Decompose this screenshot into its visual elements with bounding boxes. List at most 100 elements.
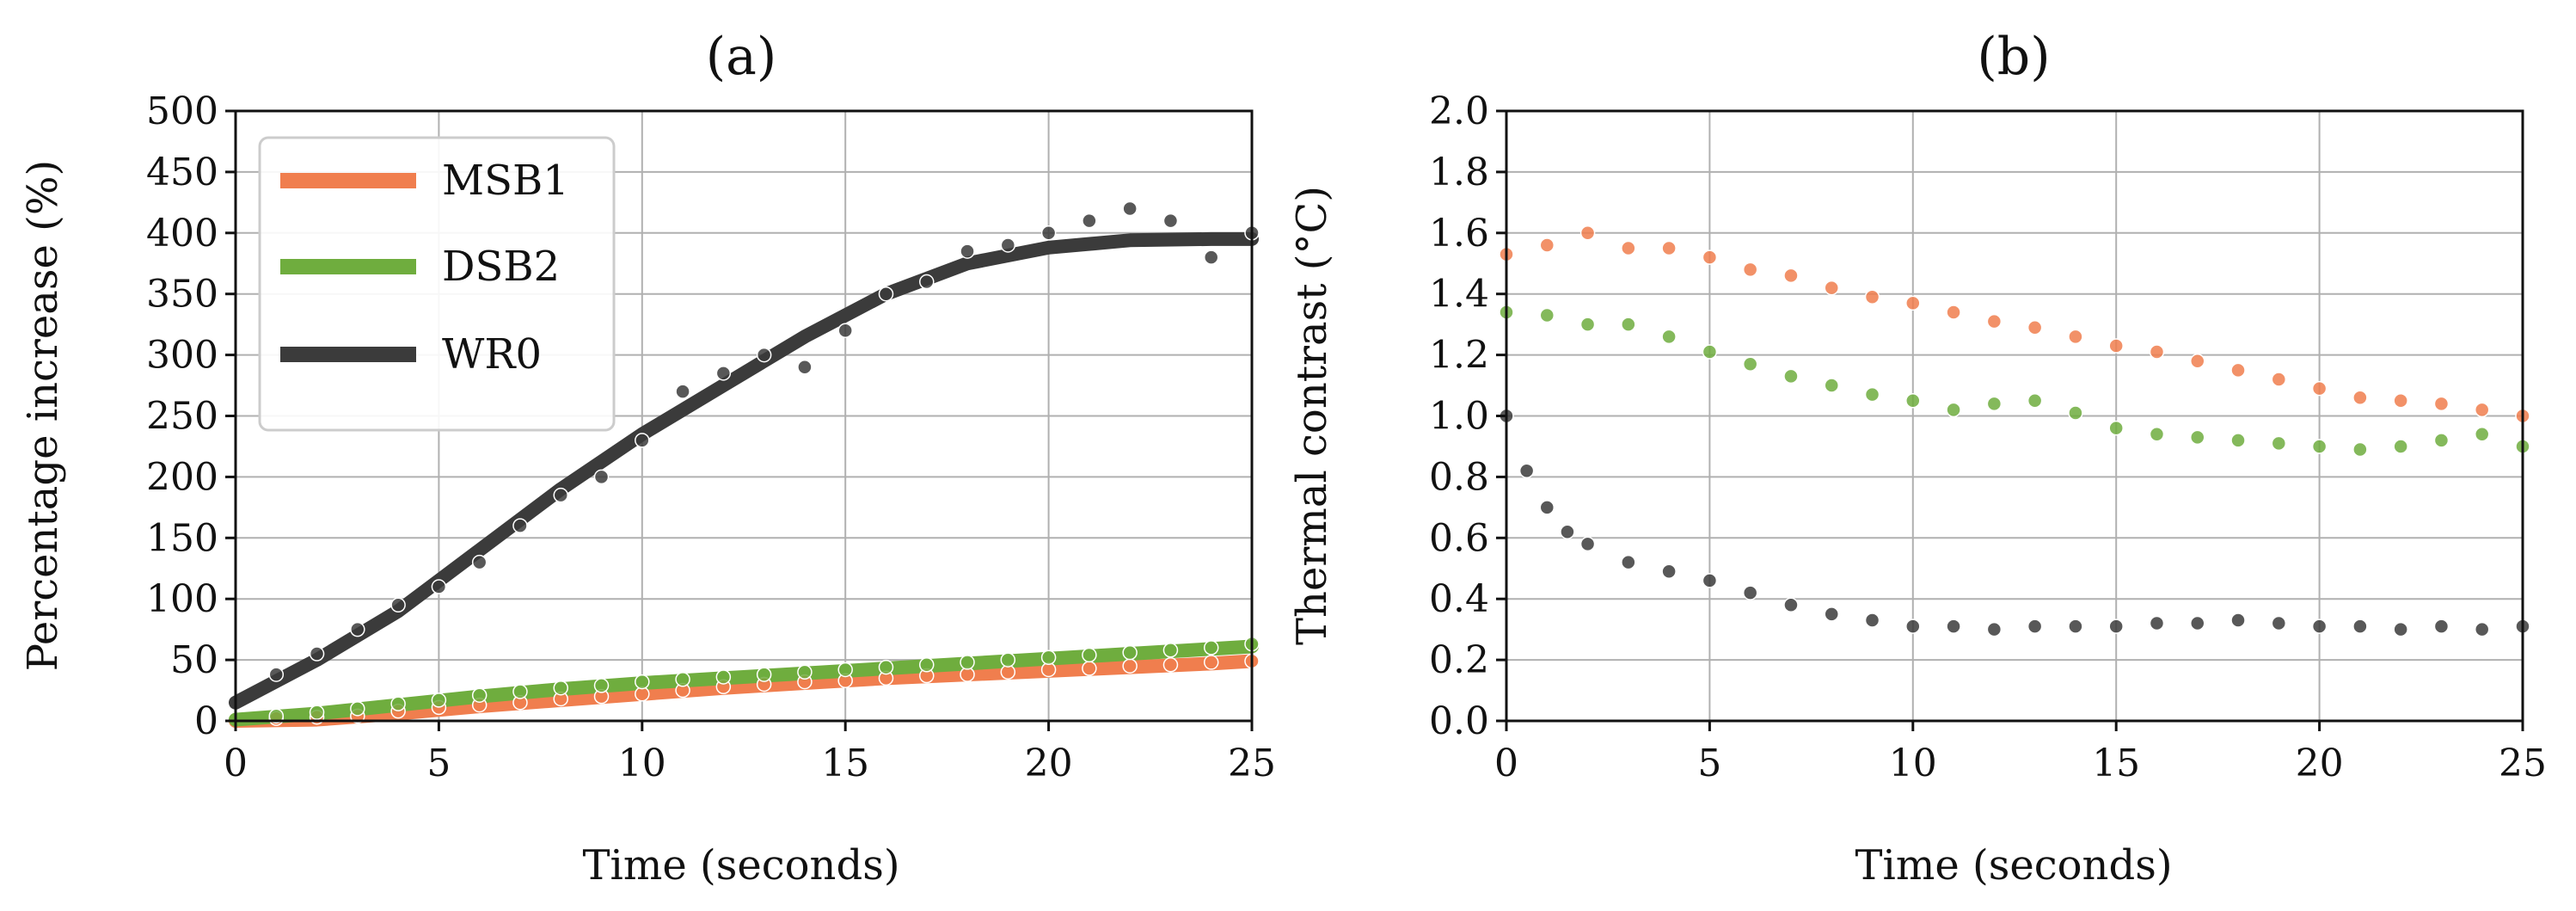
panel-a-y-tick-label: 350 (146, 273, 218, 317)
panel-b-point-wr0 (1783, 597, 1799, 613)
panel-a-y-tick-label: 450 (146, 151, 218, 194)
panel-b-y-ticks: 0.0 0.2 0.4 0.6 0.8 1.0 1.2 1.4 1.6 1.8 2.0 (1429, 89, 1506, 743)
panel-a-x-label: Time (seconds) (582, 841, 899, 889)
panel-b-point-dsb2 (2271, 435, 2287, 452)
panel-b-point-dsb2 (2149, 427, 2165, 442)
panel-b-x-tick-label: 5 (1697, 742, 1721, 785)
panel-a-point-wr0 (1000, 237, 1016, 253)
panel-b-point-dsb2 (1579, 317, 1596, 332)
panel-b-point-wr0 (1621, 554, 1636, 570)
panel-b-point-msb1 (1783, 268, 1799, 284)
panel-b-y-tick-label: 1.8 (1429, 151, 1489, 194)
panel-a-point-dsb2 (837, 662, 853, 678)
panel-a-point-dsb2 (512, 684, 528, 699)
panel-a-point-dsb2 (797, 664, 813, 680)
panel-b-point-msb1 (2230, 362, 2246, 379)
panel-a-x-tick-label: 15 (821, 742, 869, 785)
panel-a-y-tick-label: 500 (146, 89, 218, 133)
panel-b-point-dsb2 (1864, 386, 1880, 403)
panel-b-point-wr0 (1946, 619, 1961, 634)
panel-b-point-dsb2 (1742, 356, 1758, 372)
panel-a-point-dsb2 (593, 678, 610, 693)
panel-a-point-dsb2 (635, 674, 650, 690)
panel-b-y-tick-label: 0.2 (1429, 638, 1489, 682)
panel-b-point-msb1 (2271, 372, 2287, 387)
panel-b-point-msb1 (2352, 390, 2368, 405)
panel-a-point-wr0 (553, 487, 568, 503)
panel-a-point-wr0 (350, 621, 365, 637)
legend-label-msb1: MSB1 (442, 157, 569, 205)
panel-b-point-dsb2 (2230, 433, 2246, 448)
panel-b-point-wr0 (1518, 463, 1535, 479)
panel-a-x-ticks: 0 5 10 15 20 25 (224, 721, 1276, 785)
panel-a-point-msb1 (1122, 658, 1138, 674)
panel-a: (a) 0 5 10 15 20 25 0 50 100 150 200 250 300 350 400 4… (19, 27, 1276, 889)
panel-a-point-dsb2 (309, 705, 325, 720)
panel-b-point-msb1 (2027, 319, 2043, 335)
panel-a-point-dsb2 (919, 657, 935, 673)
panel-b-point-wr0 (1661, 563, 1677, 580)
panel-b-point-wr0 (2433, 619, 2450, 634)
panel-b-point-dsb2 (1824, 378, 1839, 393)
panel-b-point-dsb2 (1783, 368, 1799, 385)
panel-a-point-dsb2 (1000, 652, 1016, 668)
panel-b-point-dsb2 (2311, 439, 2328, 454)
panel-b-point-msb1 (2190, 353, 2205, 369)
panel-b-point-msb1 (1539, 237, 1555, 253)
panel-a-point-wr0 (878, 286, 894, 302)
panel-b-point-dsb2 (2433, 433, 2450, 448)
panel-b-y-tick-label: 1.0 (1429, 395, 1489, 439)
panel-b-point-msb1 (1702, 249, 1718, 265)
panel-b-point-msb1 (1621, 240, 1636, 256)
panel-b: (b) 0 5 10 15 20 25 0.0 0.2 0.4 0.6 0.8 1.0 1.2 1.4 1… (1288, 27, 2547, 889)
panel-a-point-msb1 (1082, 661, 1097, 676)
panel-a-point-dsb2 (390, 696, 406, 711)
panel-b-point-dsb2 (2393, 439, 2408, 454)
panel-a-y-tick-label: 0 (194, 699, 218, 743)
panel-a-point-wr0 (1082, 212, 1097, 229)
panel-a-point-dsb2 (1203, 640, 1219, 656)
panel-b-point-msb1 (1824, 280, 1839, 296)
panel-b-point-wr0 (2068, 619, 2083, 634)
panel-a-y-tick-label: 50 (170, 638, 218, 682)
panel-b-point-dsb2 (2027, 393, 2043, 409)
panel-b-point-msb1 (1579, 225, 1596, 241)
panel-b-x-tick-label: 20 (2296, 742, 2344, 785)
panel-a-point-dsb2 (960, 655, 975, 670)
panel-b-y-tick-label: 1.6 (1429, 212, 1489, 255)
panel-b-points (1499, 225, 2530, 637)
panel-b-point-dsb2 (2108, 420, 2124, 436)
panel-b-point-msb1 (2393, 393, 2408, 409)
panel-a-point-wr0 (512, 518, 528, 533)
panel-b-point-dsb2 (1621, 317, 1636, 332)
legend-label-dsb2: DSB2 (442, 243, 560, 291)
panel-b-point-wr0 (1560, 524, 1575, 539)
panel-b-point-dsb2 (2068, 405, 2083, 421)
panel-b-point-wr0 (1864, 612, 1880, 628)
panel-b-point-msb1 (1661, 240, 1677, 256)
panel-a-y-tick-label: 200 (146, 455, 218, 499)
panel-b-x-tick-label: 25 (2499, 742, 2547, 785)
panel-b-point-wr0 (1579, 536, 1596, 552)
panel-a-y-ticks: 0 50 100 150 200 250 300 350 400 450 500 (146, 89, 236, 743)
panel-a-point-wr0 (1162, 212, 1179, 229)
panel-b-point-msb1 (1986, 313, 2003, 329)
panel-a-x-tick-label: 5 (426, 742, 451, 785)
panel-b-point-wr0 (1702, 573, 1718, 588)
panel-a-point-dsb2 (431, 692, 447, 708)
panel-a-point-wr0 (675, 384, 690, 399)
panel-b-x-tick-label: 15 (2092, 742, 2140, 785)
panel-b-point-dsb2 (1661, 329, 1677, 345)
panel-a-point-dsb2 (350, 701, 365, 717)
panel-b-y-tick-label: 0.6 (1429, 516, 1489, 560)
panel-b-x-ticks: 0 5 10 15 20 25 (1494, 721, 2547, 785)
panel-b-y-tick-label: 1.2 (1429, 334, 1489, 378)
panel-b-point-wr0 (2474, 621, 2490, 637)
panel-a-point-dsb2 (715, 669, 732, 685)
panel-a-point-wr0 (1040, 225, 1057, 241)
panel-b-x-label: Time (seconds) (1855, 841, 2172, 889)
panel-a-point-dsb2 (471, 687, 488, 703)
panel-a-point-dsb2 (756, 667, 772, 682)
panel-a-point-dsb2 (553, 680, 568, 696)
panel-a-point-dsb2 (1162, 643, 1179, 658)
